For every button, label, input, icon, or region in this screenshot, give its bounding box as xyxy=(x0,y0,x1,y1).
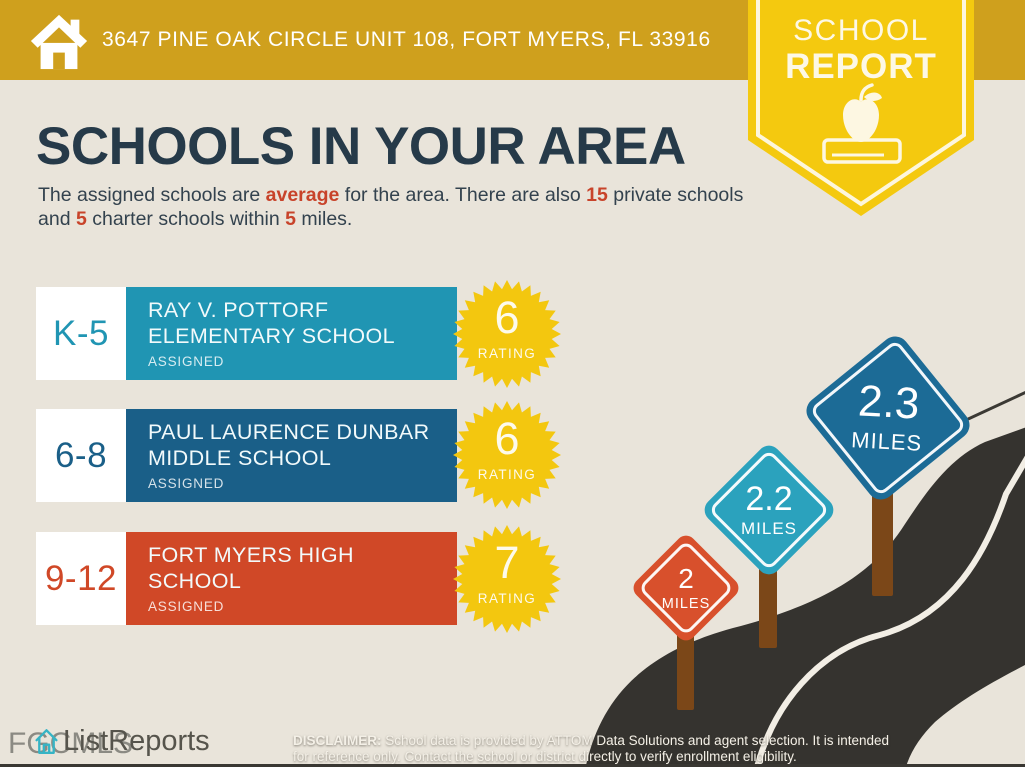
assigned-status: ASSIGNED xyxy=(148,353,225,369)
school-name: FORT MYERS HIGH SCHOOL xyxy=(148,543,354,593)
grade-range: 6-8 xyxy=(54,435,108,475)
rating-badge-elementary: 6 RATING xyxy=(452,279,562,389)
distance-sign-middle: 2.2 MILES xyxy=(699,440,839,580)
school-row-elementary: K-5 RAY V. POTTORF ELEMENTARY SCHOOL ASS… xyxy=(36,287,457,380)
grade-range-box: 9-12 xyxy=(36,532,126,625)
rating-value: 7 xyxy=(494,537,520,588)
rating-label: RATING xyxy=(477,346,537,361)
grade-range: K-5 xyxy=(53,313,109,353)
mls-watermark: FGCMLS xyxy=(8,727,134,760)
ribbon-label-line2: REPORT xyxy=(785,47,937,86)
starburst-shape xyxy=(453,401,561,509)
school-bar: FORT MYERS HIGH SCHOOL ASSIGNED xyxy=(126,532,457,625)
starburst-shape xyxy=(453,525,561,633)
distance-unit: MILES xyxy=(740,518,798,538)
school-report-ribbon: SCHOOL REPORT xyxy=(748,0,974,218)
distance-value: 2.2 xyxy=(745,479,793,518)
highlight-private-count: 15 xyxy=(586,184,608,206)
distance-value: 2 xyxy=(678,562,694,594)
disclaimer-text: DISCLAIMER: School data is provided by A… xyxy=(293,733,890,764)
rating-badge-high: 7 RATING xyxy=(452,524,562,634)
sign-post-teal xyxy=(759,556,777,648)
grade-range-box: K-5 xyxy=(36,287,126,380)
school-name: PAUL LAURENCE DUNBAR MIDDLE SCHOOL xyxy=(148,420,430,470)
listreports-logo: ListReports xyxy=(33,725,210,758)
road-surface xyxy=(585,427,1025,767)
disclaimer-label: DISCLAIMER: xyxy=(293,733,382,748)
distance-unit: MILES xyxy=(661,595,711,612)
home-icon xyxy=(30,14,88,70)
rating-badge-middle: 6 RATING xyxy=(452,400,562,510)
highlight-average: average xyxy=(265,184,340,206)
apple-book-icon xyxy=(822,83,902,164)
school-bar: PAUL LAURENCE DUNBAR MIDDLE SCHOOL ASSIG… xyxy=(126,409,457,502)
grade-range-box: 6-8 xyxy=(36,409,126,502)
sign-post-orange xyxy=(677,628,694,710)
sign-post-blue xyxy=(872,486,893,596)
listreports-house-icon xyxy=(35,728,58,754)
rating-value: 6 xyxy=(494,413,520,464)
distance-unit: MILES xyxy=(850,427,923,456)
ribbon-label-line1: SCHOOL xyxy=(793,14,929,47)
grade-range: 9-12 xyxy=(44,558,118,598)
distance-value: 2.3 xyxy=(856,376,921,429)
property-address: 3647 PINE OAK CIRCLE UNIT 108, FORT MYER… xyxy=(102,28,711,51)
starburst-shape xyxy=(453,280,561,388)
rating-value: 6 xyxy=(494,292,520,343)
school-name: RAY V. POTTORF ELEMENTARY SCHOOL xyxy=(148,298,395,348)
ribbon-shape xyxy=(748,0,974,216)
highlight-charter-count: 5 xyxy=(75,207,87,230)
intro-paragraph: The assigned schools are average for the… xyxy=(38,184,744,230)
assigned-status: ASSIGNED xyxy=(148,598,225,614)
bottom-edge-line xyxy=(0,764,1025,767)
road-center-line xyxy=(754,455,1025,767)
school-row-middle: 6-8 PAUL LAURENCE DUNBAR MIDDLE SCHOOL A… xyxy=(36,409,457,502)
rating-label: RATING xyxy=(477,591,537,606)
school-bar: RAY V. POTTORF ELEMENTARY SCHOOL ASSIGNE… xyxy=(126,287,457,380)
page-title: SCHOOLS IN YOUR AREA xyxy=(36,117,686,176)
listreports-logo-text: ListReports xyxy=(63,725,210,757)
rating-label: RATING xyxy=(477,467,537,482)
school-row-high: 9-12 FORT MYERS HIGH SCHOOL ASSIGNED xyxy=(36,532,457,625)
highlight-miles: 5 xyxy=(285,207,297,230)
assigned-status: ASSIGNED xyxy=(148,475,225,491)
